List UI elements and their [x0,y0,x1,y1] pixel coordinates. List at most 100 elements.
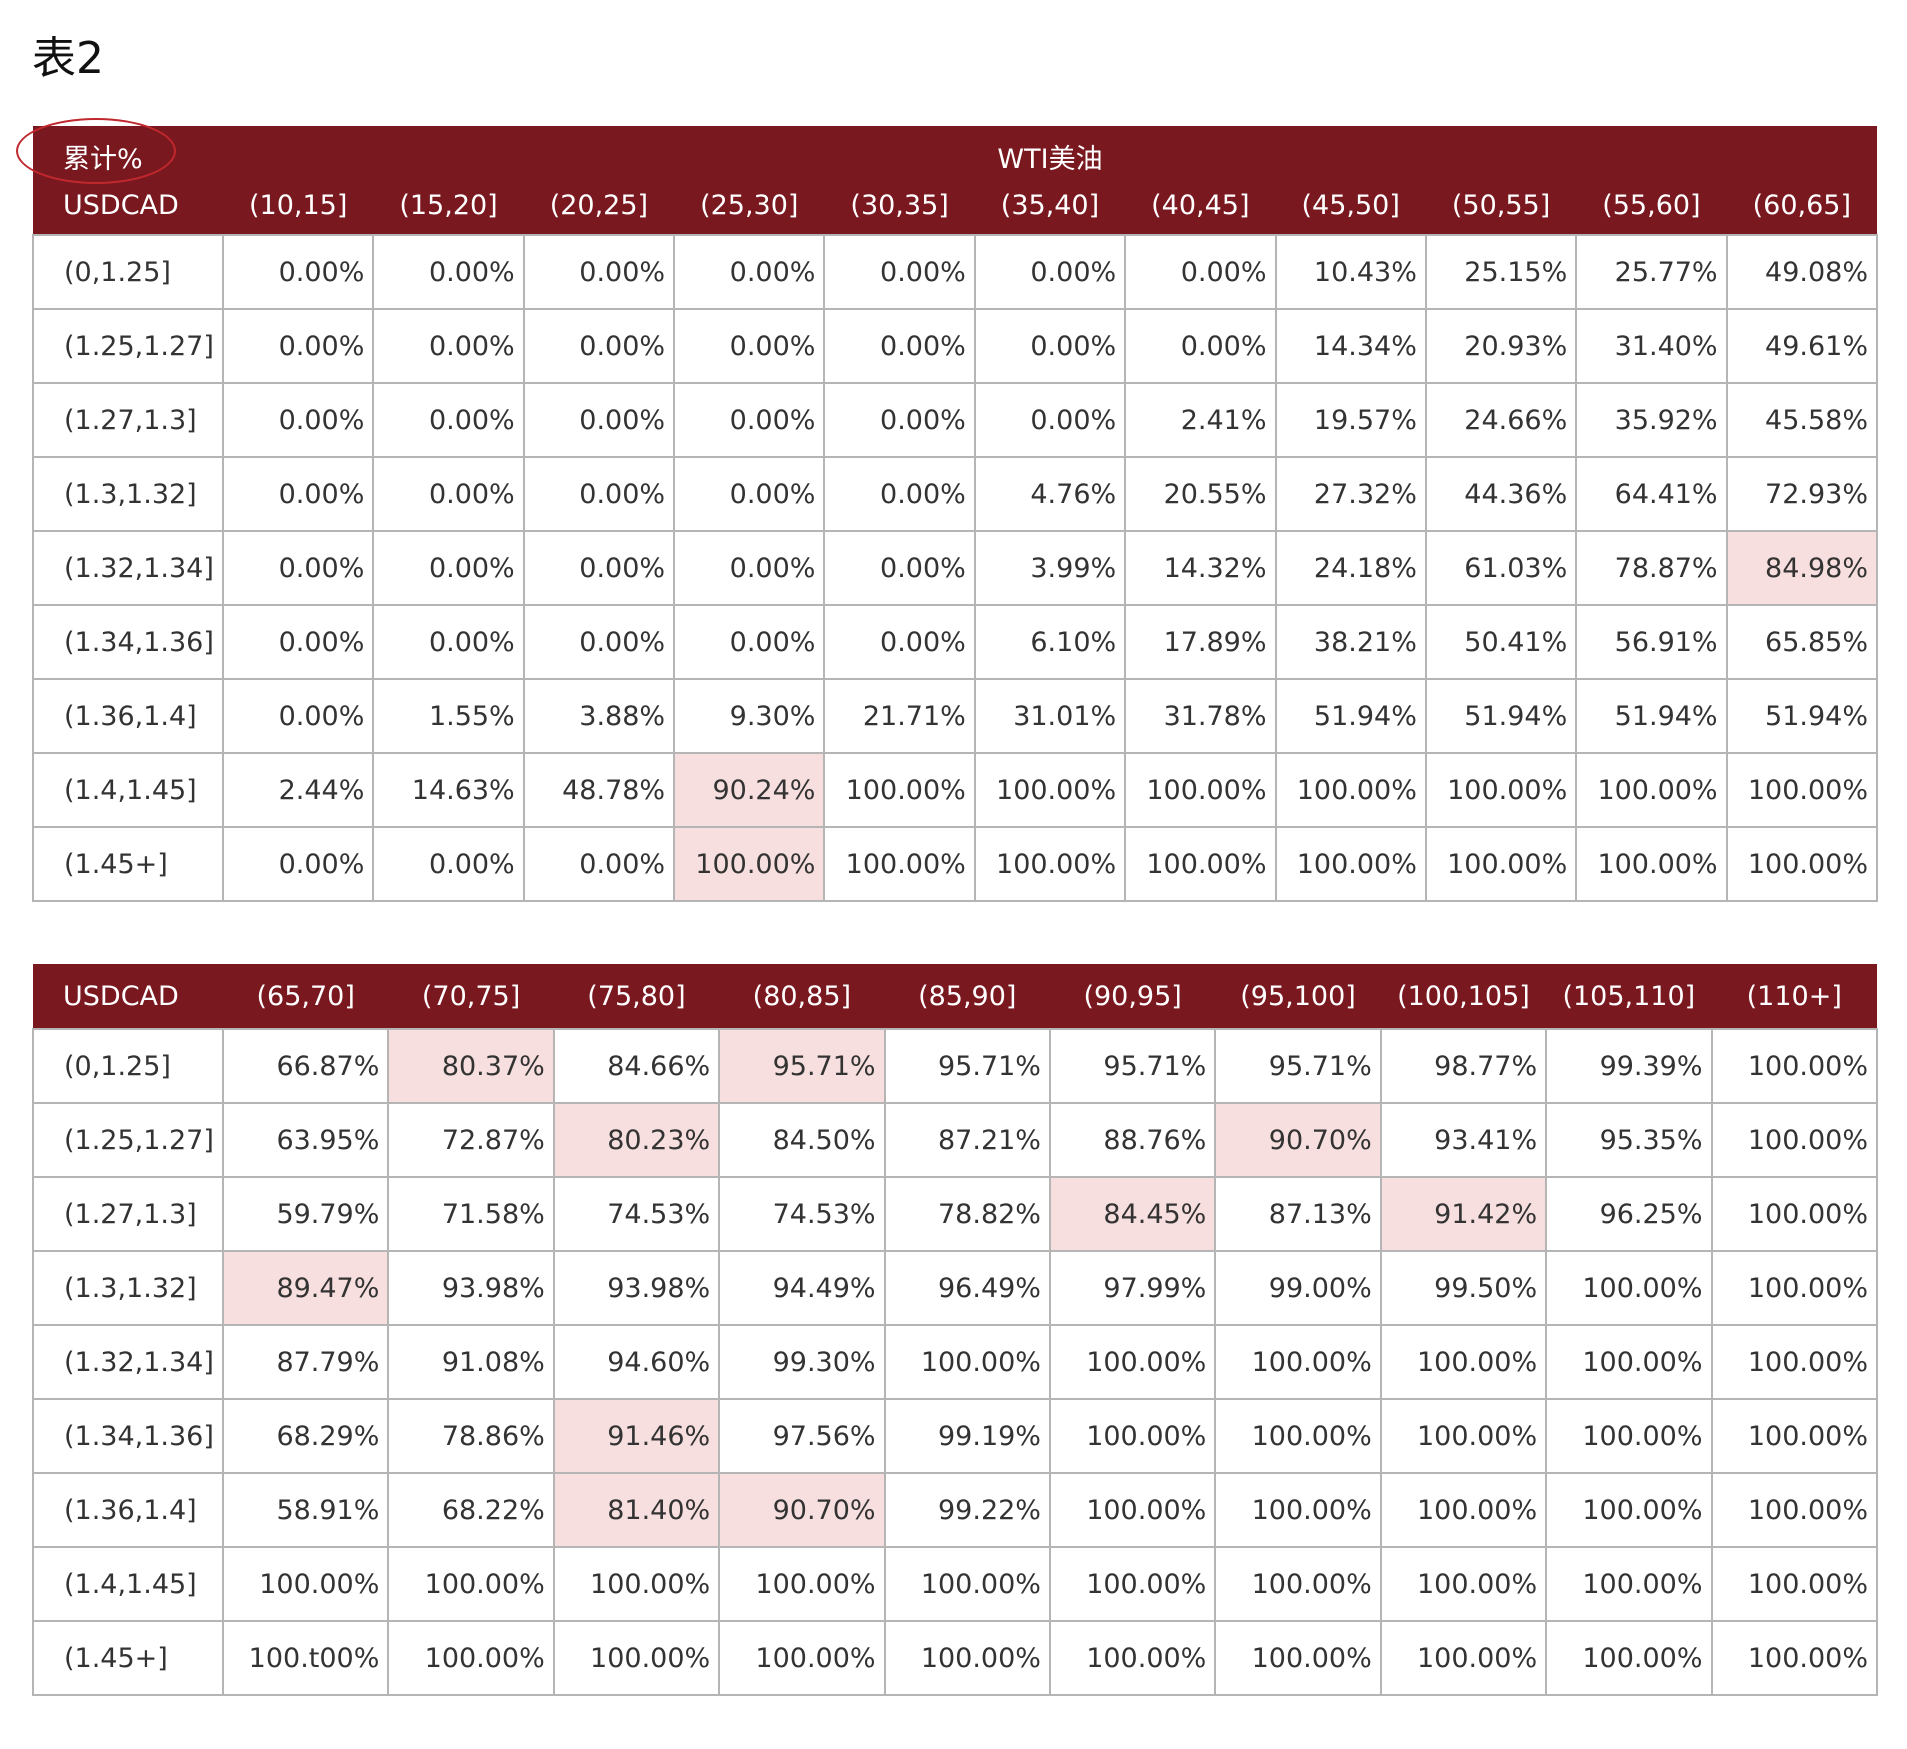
table-cell: 0.00% [372,530,525,606]
table-cell: 100.00% [1214,1546,1382,1622]
row-label: (1.27,1.3] [32,382,224,458]
table-cell: 84.50% [718,1102,886,1178]
table-cell: 0.00% [673,382,826,458]
table-row: (1.36,1.4] 0.00% 1.55% 3.88% 9.30% 21.71% 31.0… [32,678,1879,754]
table-cell: 0.00% [673,456,826,532]
column-header: (35,40] [974,176,1126,235]
column-header: (60,65] [1726,176,1877,235]
table-cell: 0.00% [372,382,525,458]
table-cell: 72.93% [1725,456,1879,532]
table-cell: 95.35% [1545,1102,1713,1178]
table-cell: 25.77% [1575,234,1728,310]
table-cell: 0.00% [823,382,976,458]
column-header: (80,85] [719,964,885,1029]
table-cell: 0.00% [221,308,375,384]
table-cell: 0.00% [372,456,525,532]
table-cell: 97.56% [718,1398,886,1474]
table-cell: 100.00% [673,826,826,902]
table-cell: 90.70% [1214,1102,1382,1178]
table-cell: 100.00% [1575,752,1728,828]
table-cell: 0.00% [1124,308,1277,384]
table-cell: 49.61% [1725,308,1879,384]
table-row: (0,1.25] 66.87% 80.37% 84.66% 95.71% 95.71% 95… [32,1028,1879,1104]
row-label: (1.36,1.4] [32,1472,224,1548]
table-cell: 84.98% [1725,530,1879,606]
table-cell: 100.00% [973,826,1127,902]
table-cell: 98.77% [1379,1028,1548,1104]
table-cell: 51.94% [1274,678,1427,754]
row-label: (1.3,1.32] [32,456,224,532]
table-cell: 100.00% [1424,752,1578,828]
table-cell: 91.42% [1379,1176,1548,1252]
row-label: (0,1.25] [32,234,224,310]
table-cell: 0.00% [221,826,375,902]
table-cell: 100.00% [1710,1546,1879,1622]
table-cell: 87.79% [221,1324,390,1400]
column-header: (15,20] [373,176,524,235]
column-header: (40,45] [1125,176,1276,235]
table-cell: 100.00% [1214,1620,1382,1696]
table-cell: 21.71% [823,678,976,754]
column-header: (55,60] [1576,176,1727,235]
table-cell: 38.21% [1274,604,1427,680]
table-cell: 99.50% [1379,1250,1548,1326]
table-cell: 35.92% [1575,382,1728,458]
row-label: (1.4,1.45] [32,1546,224,1622]
table-cell: 84.45% [1048,1176,1217,1252]
table-cell: 100.00% [552,1546,721,1622]
table-row: (1.32,1.34] 0.00% 0.00% 0.00% 0.00% 0.00% 3.99… [32,530,1879,606]
table-cell: 90.70% [718,1472,886,1548]
table-cell: 1.55% [372,678,525,754]
table-cell: 80.37% [387,1028,555,1104]
table-cell: 45.58% [1725,382,1879,458]
table-row: (1.27,1.3] 0.00% 0.00% 0.00% 0.00% 0.00% 0.00%… [32,382,1879,458]
table-cell: 100.00% [1710,1620,1879,1696]
table-cell: 100.00% [1710,1324,1879,1400]
table-cell: 80.23% [552,1102,721,1178]
table-cell: 100.00% [1379,1324,1548,1400]
table-cell: 100.00% [1545,1398,1713,1474]
table-cell: 95.71% [1048,1028,1217,1104]
table-cell: 100.00% [1545,1250,1713,1326]
column-header: (85,90] [884,964,1050,1029]
table-cell: 24.18% [1274,530,1427,606]
table-cell: 84.66% [552,1028,721,1104]
table-cell: 14.63% [372,752,525,828]
table-cell: 95.71% [883,1028,1051,1104]
table-cell: 0.00% [673,530,826,606]
table-cell: 0.00% [522,530,676,606]
table-cell: 0.00% [522,234,676,310]
page-title: 表2 [32,33,104,84]
table-row: (1.3,1.32] 0.00% 0.00% 0.00% 0.00% 0.00% 4.76%… [32,456,1879,532]
table-cell: 100.00% [1214,1398,1382,1474]
table-row: (1.45+] 100.t00% 100.00% 100.00% 100.00% 100.… [32,1620,1879,1696]
table-cell: 61.03% [1424,530,1578,606]
table-cell: 100.00% [1214,1472,1382,1548]
table-cell: 100.00% [1545,1620,1713,1696]
table-cell: 94.60% [552,1324,721,1400]
table-cell: 0.00% [973,234,1127,310]
table-cell: 100.00% [1379,1398,1548,1474]
table-cell: 100.00% [823,752,976,828]
table-cell: 100.00% [883,1620,1051,1696]
table-cell: 78.82% [883,1176,1051,1252]
row-label: (1.25,1.27] [32,308,224,384]
table-cell: 4.76% [973,456,1127,532]
table-cell: 99.22% [883,1472,1051,1548]
table-cell: 99.39% [1545,1028,1713,1104]
table-cell: 100.00% [1710,1028,1879,1104]
table-cell: 49.08% [1725,234,1879,310]
table-row: (1.3,1.32] 89.47% 93.98% 93.98% 94.49% 96.49%… [32,1250,1879,1326]
table-cell: 0.00% [221,678,375,754]
table-cell: 100.00% [221,1546,390,1622]
table-cell: 0.00% [522,604,676,680]
row-label: (1.45+] [32,826,224,902]
table-cell: 100.t00% [221,1620,390,1696]
table-cell: 93.41% [1379,1102,1548,1178]
row-label: (1.3,1.32] [32,1250,224,1326]
row-label: (0,1.25] [32,1028,224,1104]
row-label: (1.27,1.3] [32,1176,224,1252]
table-cell: 0.00% [823,234,976,310]
table-cell: 6.10% [973,604,1127,680]
table-cell: 100.00% [1048,1324,1217,1400]
